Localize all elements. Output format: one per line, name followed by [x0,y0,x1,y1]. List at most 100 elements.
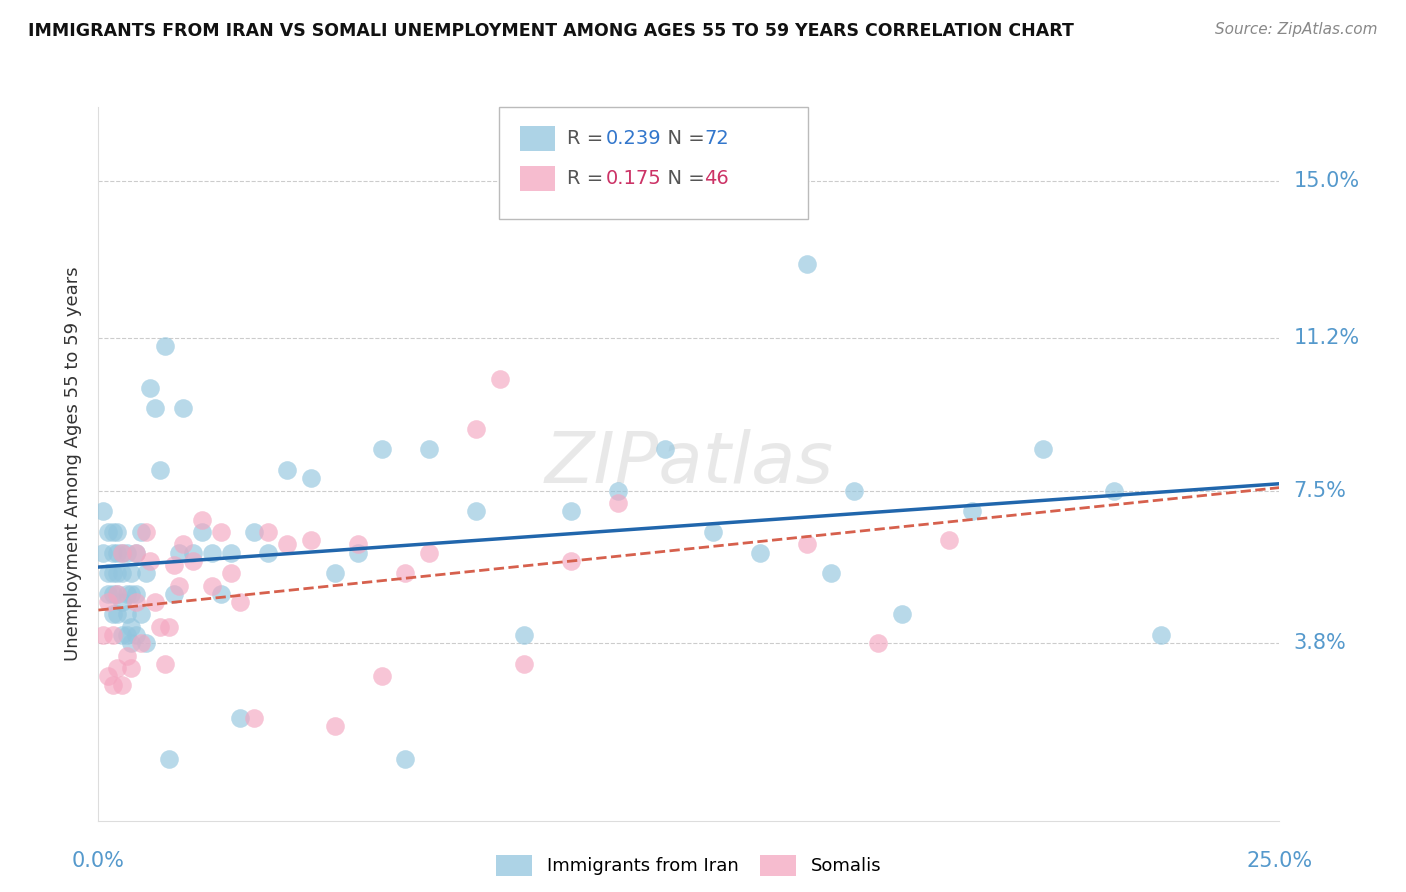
Point [219,545,242,559]
Y-axis label: Unemployment Among Ages 55 to 59 years: Unemployment Among Ages 55 to 59 years [63,267,82,661]
Text: IMMIGRANTS FROM IRAN VS SOMALI UNEMPLOYMENT AMONG AGES 55 TO 59 YEARS CORRELATIO: IMMIGRANTS FROM IRAN VS SOMALI UNEMPLOYM… [28,22,1074,40]
Point [172,537,194,551]
Point [125,595,148,609]
Point [489,372,512,386]
Legend: Immigrants from Iran, Somalis: Immigrants from Iran, Somalis [489,847,889,883]
Point [153,657,176,671]
Point [149,463,172,477]
Point [91,504,114,518]
Point [105,524,128,539]
Point [125,628,148,642]
Point [347,537,370,551]
Text: N =: N = [655,128,711,148]
Point [125,545,148,559]
Point [97,524,120,539]
Point [111,595,134,609]
Point [607,483,630,498]
Point [512,657,534,671]
Point [129,524,152,539]
Point [702,524,724,539]
Point [105,607,128,622]
Point [560,554,582,568]
Text: ZIPatlas: ZIPatlas [544,429,834,499]
Point [157,620,180,634]
Point [257,524,280,539]
Point [111,545,134,559]
Point [243,710,266,724]
Point [135,566,157,581]
Point [97,566,120,581]
Point [153,339,176,353]
Point [115,545,138,559]
Point [163,558,186,572]
Point [201,578,224,592]
Point [371,442,394,457]
Point [323,719,346,733]
Point [394,566,416,581]
Point [962,504,984,518]
Point [299,471,322,485]
Point [91,628,114,642]
Point [105,545,128,559]
Point [323,566,346,581]
Text: 72: 72 [704,128,730,148]
Point [796,257,818,271]
Point [115,587,138,601]
Text: 3.8%: 3.8% [1294,633,1346,653]
Point [129,607,152,622]
Point [191,512,214,526]
Point [115,607,138,622]
Point [157,752,180,766]
Text: N =: N = [655,169,711,188]
Point [276,463,298,477]
Point [748,545,770,559]
Point [167,578,190,592]
Text: 0.175: 0.175 [606,169,662,188]
Point [101,587,124,601]
Point [1032,442,1054,457]
Point [115,648,138,663]
Text: 11.2%: 11.2% [1294,328,1360,348]
Text: 7.5%: 7.5% [1294,481,1346,500]
Text: 0.239: 0.239 [606,128,662,148]
Point [191,524,214,539]
Point [181,545,204,559]
Point [97,669,120,683]
Point [101,628,124,642]
Point [143,401,166,416]
Point [938,533,960,548]
Point [257,545,280,559]
Text: R =: R = [567,169,609,188]
Point [101,524,124,539]
Point [890,607,912,622]
Point [1102,483,1125,498]
Point [560,504,582,518]
Point [229,710,252,724]
Point [229,595,252,609]
Point [149,620,172,634]
Point [101,677,124,691]
Point [276,537,298,551]
Point [1150,628,1173,642]
Text: 25.0%: 25.0% [1246,851,1313,871]
Point [101,607,124,622]
Point [121,661,143,675]
Point [111,677,134,691]
Point [181,554,204,568]
Point [125,545,148,559]
Point [607,496,630,510]
Point [654,442,676,457]
Point [135,636,157,650]
Point [866,636,889,650]
Point [209,587,232,601]
Point [121,566,143,581]
Point [121,636,143,650]
Point [111,628,134,642]
Point [115,628,138,642]
Point [243,524,266,539]
Point [105,661,128,675]
Point [371,669,394,683]
Text: R =: R = [567,128,609,148]
Point [135,524,157,539]
Point [465,504,488,518]
